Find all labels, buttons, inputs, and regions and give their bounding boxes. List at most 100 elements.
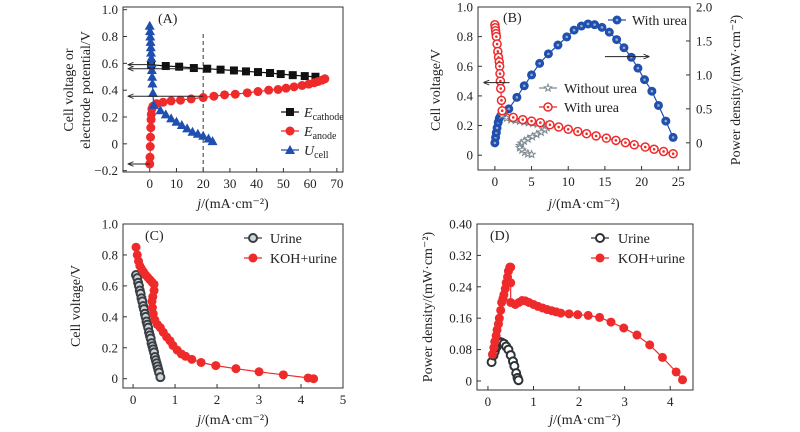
x-tick-label: 5 <box>528 174 535 189</box>
data-point <box>496 95 507 106</box>
x-tick-label: 30 <box>223 176 236 191</box>
marker-dot <box>499 79 502 83</box>
data-point <box>619 323 629 333</box>
y-tick-label: 0 <box>112 371 119 386</box>
data-point <box>506 262 516 272</box>
data-point <box>289 82 299 92</box>
marker-dot <box>507 107 511 111</box>
marker-dot <box>652 147 656 151</box>
x-tick-label: 40 <box>250 176 263 191</box>
data-point <box>649 144 659 155</box>
legend-label: Eanode <box>303 125 337 142</box>
legend-label-symbol: E <box>303 106 313 121</box>
series-with-urea <box>490 20 678 159</box>
marker-dot <box>500 109 504 113</box>
legend-label-subscript: cathode <box>313 112 345 123</box>
data-point <box>583 310 593 320</box>
x-axis-label: j/(mA·cm⁻²) <box>195 197 269 212</box>
data-point <box>497 105 507 116</box>
x-tick-label: 70 <box>330 176 343 191</box>
y-tick-label: 1.0 <box>457 0 473 15</box>
data-point <box>632 330 642 340</box>
data-point <box>573 126 583 137</box>
data-point <box>562 32 572 42</box>
x-tick-label: 1 <box>530 394 537 409</box>
data-point <box>653 100 663 110</box>
marker-dot <box>614 139 618 142</box>
plot-frame <box>122 6 344 173</box>
y-axis-label: electrode potential/V <box>79 31 94 149</box>
data-point <box>563 124 573 134</box>
series-u-cell <box>144 20 218 146</box>
marker-dot <box>585 132 588 135</box>
data-point <box>612 35 622 45</box>
data-point <box>145 31 156 41</box>
legend-marker <box>285 126 295 136</box>
marker-dot <box>565 35 569 39</box>
legend: Urine KOH+urine <box>591 232 685 267</box>
series-urine <box>131 270 166 383</box>
data-point <box>148 99 159 109</box>
y-right-tick-label: 0 <box>696 135 703 150</box>
y-tick-label: 0.6 <box>102 56 119 71</box>
panel-label: (B) <box>503 11 522 26</box>
x-tick-label: 10 <box>170 176 183 191</box>
y-tick-label: 0 <box>466 373 473 388</box>
marker-dot <box>496 50 500 53</box>
data-point <box>147 87 158 97</box>
data-point <box>506 278 516 288</box>
marker-dot <box>515 96 519 99</box>
legend-label-subscript: anode <box>313 131 337 142</box>
data-point <box>161 62 170 71</box>
legend-label-subscript: cell <box>314 150 329 161</box>
x-axis-label: j/(mA·cm⁻²) <box>547 413 621 428</box>
legend-marker <box>595 233 605 243</box>
data-point <box>253 68 262 77</box>
legend-marker <box>248 233 258 243</box>
data-point <box>146 123 156 133</box>
marker-dot <box>495 35 498 38</box>
x-tick-label: 25 <box>672 174 685 189</box>
data-point <box>189 64 198 73</box>
data-point <box>661 116 671 126</box>
marker-dot <box>657 104 660 107</box>
data-point <box>166 96 176 106</box>
y-right-tick-label: 1.5 <box>696 33 712 48</box>
x-tick-label: 50 <box>277 176 290 191</box>
data-point <box>276 70 285 79</box>
data-point <box>166 113 177 123</box>
y-tick-label: 0.32 <box>449 248 472 263</box>
data-point <box>320 74 330 84</box>
legend-item: Urine <box>244 232 302 247</box>
series-line <box>491 266 683 381</box>
marker-dot <box>671 136 675 139</box>
legend-marker <box>612 15 622 25</box>
marker-dot <box>566 127 570 131</box>
data-point <box>309 374 319 384</box>
legend-marker <box>285 145 295 154</box>
data-point <box>149 279 159 289</box>
data-point <box>145 42 156 52</box>
legend-marker <box>595 253 605 263</box>
x-tick-label: 4 <box>298 392 305 407</box>
y-axis-label: Power density/(mW·cm⁻²) <box>421 231 436 382</box>
y-tick-label: 0.40 <box>449 217 472 232</box>
legend-item: Eanode <box>281 125 337 142</box>
marker-dot <box>622 46 626 50</box>
marker-dot <box>500 99 503 102</box>
x-tick-label: 0 <box>485 394 492 409</box>
data-point <box>604 27 614 37</box>
legend-label-symbol: U <box>304 144 315 159</box>
data-point <box>658 146 669 157</box>
data-point <box>527 70 537 80</box>
data-point <box>531 129 542 139</box>
y-tick-label: 0.4 <box>457 88 474 103</box>
data-point <box>543 49 553 59</box>
data-point <box>668 132 678 142</box>
x-tick-label: 20 <box>635 174 648 189</box>
data-point <box>629 140 639 150</box>
marker-dot <box>557 125 560 129</box>
data-point <box>160 109 171 119</box>
x-tick-label: 10 <box>562 174 575 189</box>
